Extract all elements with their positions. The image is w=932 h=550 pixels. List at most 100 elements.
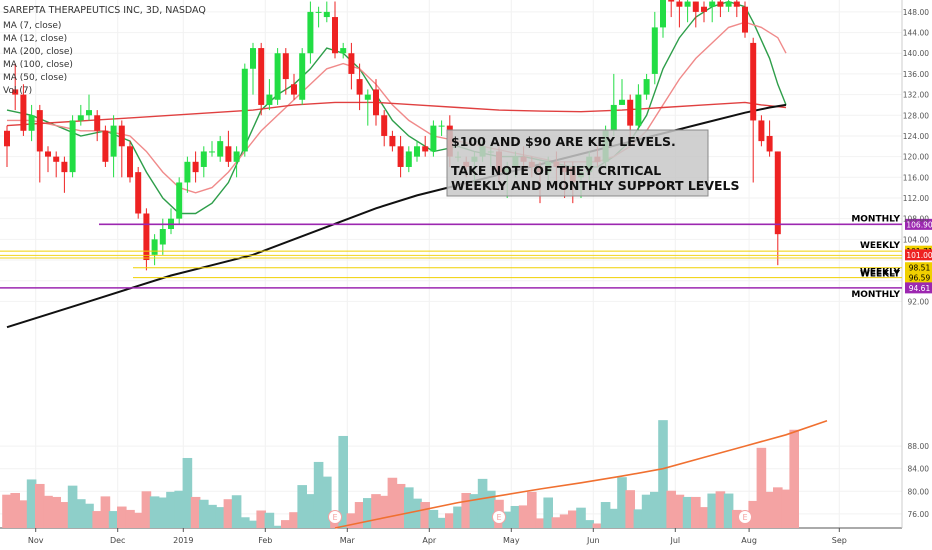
time-axis[interactable]: Nov Dec 2019 Feb Mar Apr May Jun Jul Aug Sep (28, 528, 847, 545)
volume-bar (35, 483, 45, 528)
volume-bar (10, 492, 20, 528)
volume-bar (715, 491, 726, 528)
candle (651, 11, 658, 85)
candle (307, 1, 314, 64)
indicator-label[interactable]: Vol (7) (3, 86, 32, 96)
candle (28, 104, 35, 142)
time-tick-label: Aug (741, 536, 757, 545)
indicator-label[interactable]: MA (50, close) (3, 73, 67, 83)
candle (266, 79, 273, 111)
volume-bar (658, 420, 668, 528)
moving-average-line (6, 0, 787, 215)
time-tick-label: Jun (586, 536, 600, 545)
earnings-label: E (742, 513, 747, 522)
volume-bar (248, 520, 258, 528)
volume-bar (625, 490, 635, 528)
volume-bar (576, 507, 586, 528)
volume-bar (420, 502, 430, 528)
time-tick-label: Nov (28, 536, 44, 545)
candle-body (438, 125, 445, 127)
volume-bar (674, 494, 685, 528)
candle-body (373, 89, 379, 116)
candle (291, 73, 297, 100)
price-tag (905, 282, 932, 294)
candle (438, 120, 445, 136)
price-tag (905, 218, 932, 230)
candle (258, 42, 265, 116)
candle-body (405, 151, 412, 167)
volume-bar (723, 493, 734, 528)
annotation-box[interactable]: $100 AND $90 ARE KEY LEVELS. TAKE NOTE O… (446, 129, 740, 197)
indicator-label[interactable]: MA (100, close) (3, 60, 73, 70)
candle (340, 42, 347, 59)
volume-bar (510, 505, 521, 528)
candle-body (250, 48, 256, 69)
candle-body (4, 130, 10, 147)
candle (389, 130, 396, 152)
volume-bar (43, 495, 53, 528)
candle-body (266, 94, 273, 105)
candle-body (684, 1, 691, 7)
candle-body (20, 94, 27, 131)
candle (373, 79, 379, 126)
candle (610, 73, 617, 136)
candle (733, 0, 740, 18)
candle-body (45, 151, 51, 157)
volume-bar (117, 506, 127, 528)
candle-body (61, 161, 68, 173)
candle-body (102, 130, 109, 162)
volume-bar (559, 514, 570, 528)
volume-bar (395, 483, 406, 528)
volume-bar (707, 493, 717, 528)
candle-body (430, 125, 437, 152)
candle-body (692, 1, 699, 12)
candle (676, 0, 683, 28)
indicator-label[interactable]: MA (200, close) (3, 47, 73, 57)
candle (53, 151, 60, 178)
candle (660, 0, 666, 38)
candle-body (143, 213, 150, 261)
time-tick-label: May (503, 536, 520, 545)
volume-bar (92, 511, 102, 528)
candle (209, 141, 215, 157)
price-tag-value: 96.59 (909, 274, 931, 283)
volume-bar (215, 507, 225, 528)
candle (127, 141, 133, 183)
candle-body (389, 135, 396, 147)
candle-body (291, 84, 297, 95)
volume-ma-line (334, 419, 828, 529)
candle (635, 84, 642, 131)
volume-bar (789, 429, 799, 528)
candle (742, 1, 748, 38)
earnings-marker (738, 510, 752, 524)
volume-bar (231, 495, 242, 528)
price-tick-label: 116.00 (903, 173, 929, 182)
price-tick-label: 112.00 (903, 194, 929, 203)
volume-bar (133, 512, 143, 528)
candle-body (241, 68, 248, 152)
volume-bar (346, 513, 357, 528)
price-axis[interactable]: 148.00 144.00 140.00 136.00 132.00 128.00 124.… (903, 8, 929, 519)
volume-bar (617, 477, 627, 528)
candle-body (709, 1, 716, 7)
volume-bar (732, 509, 742, 528)
candle (184, 156, 191, 193)
indicator-label[interactable]: MA (7, close) (3, 21, 61, 31)
volume-bar (428, 509, 439, 528)
candle (315, 6, 322, 28)
candle-body (774, 151, 781, 235)
candle-body (77, 115, 84, 121)
candle-body (118, 125, 125, 147)
volume-bar (609, 508, 619, 528)
volume-bar (256, 510, 266, 528)
price-tick-label: 76.00 (908, 510, 930, 519)
candle-body (381, 115, 388, 136)
volume-bar (551, 517, 562, 528)
candle (397, 135, 404, 178)
weekly-level-label: WEEKLY (860, 268, 901, 278)
volume-bar (67, 485, 78, 528)
indicator-label[interactable]: MA (12, close) (3, 34, 67, 44)
candle (422, 135, 429, 157)
candle-body (209, 151, 215, 153)
